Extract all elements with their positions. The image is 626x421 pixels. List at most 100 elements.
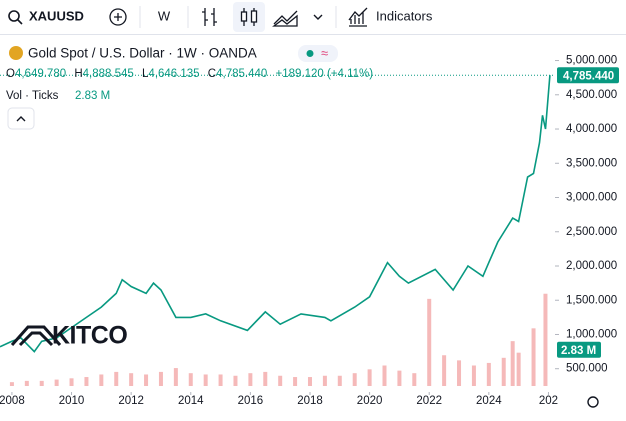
volume-bar xyxy=(543,293,548,386)
collapse-icon xyxy=(16,116,26,122)
volume-bar xyxy=(457,360,462,386)
volume-bar xyxy=(24,380,29,386)
volume-bar xyxy=(203,374,208,386)
volume-tag xyxy=(557,341,601,358)
volume-bar xyxy=(188,373,193,386)
volume-bar xyxy=(412,373,417,386)
add-icon xyxy=(114,13,122,21)
ohlc-value: 4,785.440 xyxy=(216,68,267,80)
price-line xyxy=(0,75,551,353)
volume-bar xyxy=(501,357,506,386)
chart-type-menu[interactable] xyxy=(313,14,323,20)
x-tick-label: 2018 xyxy=(297,395,323,407)
x-tick-label: 2024 xyxy=(476,395,502,407)
volume-bar xyxy=(158,371,163,386)
settings-button[interactable] xyxy=(587,396,599,408)
volume-bar xyxy=(471,365,476,386)
volume-bar xyxy=(248,373,253,386)
indicators-icon xyxy=(348,7,368,27)
volume-bar xyxy=(307,377,312,386)
y-tick-label: 1,000.000 xyxy=(566,329,617,341)
ohlc-value: 4,649.780 xyxy=(15,68,66,80)
search-icon[interactable] xyxy=(8,10,20,22)
volume-bar xyxy=(144,374,149,386)
volume-bar xyxy=(322,375,327,386)
ohlc-key: C xyxy=(208,68,216,80)
logo-mark xyxy=(10,325,62,347)
ohlc-key: O xyxy=(6,68,15,80)
volume-bar xyxy=(486,362,491,386)
volume-bar xyxy=(39,380,44,386)
ohlc: O4,649.780 H4,888.545 L4,646.135 C4,785.… xyxy=(6,68,373,80)
volume-bar xyxy=(233,375,238,386)
volume-value: 2.83 M xyxy=(75,90,110,102)
symbol[interactable]: XAUUSD xyxy=(29,8,84,23)
search-icon-handle xyxy=(17,19,23,25)
volume-bar xyxy=(337,375,342,386)
y-tick-label: 500.000 xyxy=(566,363,608,375)
volume-bar xyxy=(516,352,521,386)
last-price-label: 4,785.440 xyxy=(563,70,614,82)
x-tick-label: 2010 xyxy=(59,395,85,407)
volume-bar xyxy=(99,374,104,386)
indicators-button[interactable]: Indicators xyxy=(376,8,433,23)
add-symbol[interactable] xyxy=(109,8,127,26)
volume-bar xyxy=(263,371,268,386)
volume-bar xyxy=(397,370,402,386)
logo-text: KITCO xyxy=(52,322,127,350)
volume-bar xyxy=(367,369,372,386)
volume-bar xyxy=(129,373,134,386)
y-tick-label: 2,000.000 xyxy=(566,260,617,272)
interval[interactable]: W xyxy=(158,8,171,23)
area-button[interactable] xyxy=(272,10,298,27)
toolbar: XAUUSD W Indicators xyxy=(0,2,626,35)
symbol-logo xyxy=(9,46,23,60)
volume-bar xyxy=(382,365,387,386)
ohlc-key: L xyxy=(142,68,149,80)
collapse-button[interactable] xyxy=(7,107,35,130)
y-tick-label: 4,500.000 xyxy=(566,89,617,101)
volume-bar xyxy=(9,382,14,386)
candles-icon xyxy=(240,11,248,22)
last-price-tag xyxy=(557,67,619,84)
ohlc-change: +189.120 (+4.11%) xyxy=(275,68,373,80)
status-pill[interactable] xyxy=(298,45,338,62)
volume-bar xyxy=(84,377,89,386)
ohlc-key: H xyxy=(74,68,82,80)
plot: 500.000 1,000.000 1,500.000 2,000.000 2,500.… xyxy=(0,55,619,407)
delay-icon: ≈ xyxy=(321,45,328,60)
volume-bar xyxy=(293,377,298,386)
market-status xyxy=(306,50,314,57)
volume-bar xyxy=(278,375,283,386)
volume-bar xyxy=(442,355,447,386)
candles-button[interactable] xyxy=(233,2,265,32)
volume-bar xyxy=(510,341,515,386)
y-tick-label: 4,000.000 xyxy=(566,123,617,135)
bars-button[interactable] xyxy=(202,8,217,26)
volume-bar xyxy=(69,378,74,386)
volume-bar xyxy=(352,373,357,386)
ohlc-value: 4,646.135 xyxy=(148,68,199,80)
volume-title: Vol · Ticks xyxy=(6,90,59,102)
x-tick-label: 202 xyxy=(539,395,558,407)
volume-bar xyxy=(218,374,223,386)
legend-title: Gold Spot / U.S. Dollar · 1W · OANDA xyxy=(28,46,257,61)
y-tick-label: 2,500.000 xyxy=(566,226,617,238)
volume-bar xyxy=(531,328,536,386)
x-tick-label: 2020 xyxy=(357,395,383,407)
x-tick-label: 2022 xyxy=(416,395,442,407)
volume-bar xyxy=(54,379,59,386)
ohlc-value: 4,888.545 xyxy=(83,68,134,80)
x-tick-label: 2012 xyxy=(118,395,144,407)
volume-bar xyxy=(114,371,119,386)
y-tick-label: 3,500.000 xyxy=(566,157,617,169)
y-tick-label: 1,500.000 xyxy=(566,294,617,306)
volume-tag-label: 2.83 M xyxy=(561,345,596,357)
x-tick-label: 2008 xyxy=(0,395,25,407)
y-tick-label: 5,000.000 xyxy=(566,55,617,67)
legend: Gold Spot / U.S. Dollar · 1W · OANDA ≈ O… xyxy=(6,45,373,130)
logo: KITCO xyxy=(10,322,128,350)
y-tick-label: 3,000.000 xyxy=(566,192,617,204)
